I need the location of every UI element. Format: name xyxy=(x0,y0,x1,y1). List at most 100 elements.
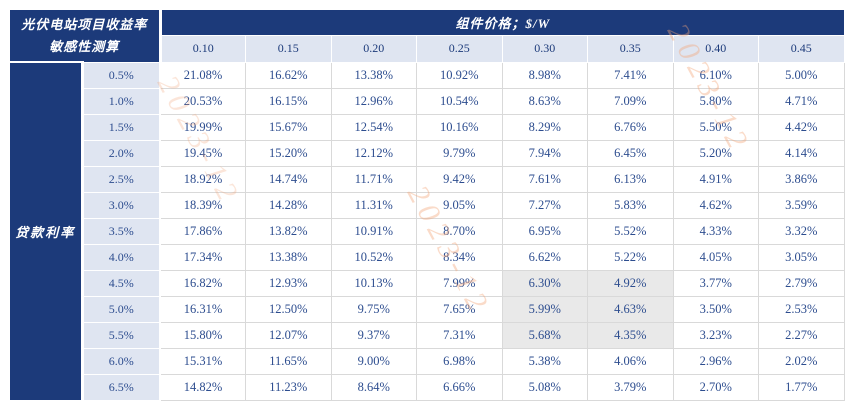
cell-2.5%-0.40: 4.91% xyxy=(672,165,760,193)
cell-1.5%-0.15: 15.67% xyxy=(245,113,332,141)
cell-5.0%-0.30: 5.99% xyxy=(501,295,589,323)
cell-5.0%-0.35: 4.63% xyxy=(587,295,674,323)
table-row: 贷款利率 0.5% 21.08% 16.62% 13.38% 10.92% 8.98% 7.4… xyxy=(10,61,845,400)
cell-4.5%-0.25: 7.99% xyxy=(416,269,503,297)
col-header-0.15: 0.15 xyxy=(245,34,332,63)
cell-2.0%-0.45: 4.14% xyxy=(758,139,845,167)
table-corner-title: 光伏电站项目收益率 敏感性测算 xyxy=(10,10,162,62)
cell-5.0%-0.25: 7.65% xyxy=(416,295,503,323)
table-body: 贷款利率 0.5% 21.08% 16.62% 13.38% 10.92% 8.98% 7.4… xyxy=(10,61,845,401)
cell-5.5%-0.35: 4.35% xyxy=(587,321,674,349)
cell-3.5%-0.20: 10.91% xyxy=(330,217,418,245)
cell-0.5%-0.30: 8.98% xyxy=(501,61,589,89)
cell-3.5%-0.25: 8.70% xyxy=(416,217,503,245)
cell-5.5%-0.10: 15.80% xyxy=(159,321,247,349)
cell-4.5%-0.35: 4.92% xyxy=(587,269,674,297)
cell-4.5%-0.10: 16.82% xyxy=(159,269,247,297)
cell-4.5%-0.15: 12.93% xyxy=(245,269,332,297)
col-header-0.45: 0.45 xyxy=(758,34,845,63)
cell-2.0%-0.35: 6.45% xyxy=(587,139,674,167)
cell-0.5%-0.45: 5.00% xyxy=(758,61,845,89)
col-header-0.20: 0.20 xyxy=(330,34,418,63)
cell-3.0%-0.20: 11.31% xyxy=(330,191,418,219)
table-row: 1.0% 20.53% 16.15% 12.96% 10.54% 8.63% 7.09% 5.… xyxy=(10,87,845,115)
cell-3.0%-0.30: 7.27% xyxy=(501,191,589,219)
cell-5.0%-0.10: 16.31% xyxy=(159,295,247,323)
cell-1.0%-0.45: 4.71% xyxy=(758,87,845,115)
cell-2.0%-0.20: 12.12% xyxy=(330,139,418,167)
table-row: 6.0% 15.31% 11.65% 9.00% 6.98% 5.38% 4.06% 2.96… xyxy=(10,347,845,375)
cell-4.5%-0.45: 2.79% xyxy=(758,269,845,297)
cell-2.5%-0.45: 3.86% xyxy=(758,165,845,193)
cell-0.5%-0.15: 16.62% xyxy=(245,61,332,89)
cell-4.5%-0.20: 10.13% xyxy=(330,269,418,297)
cell-2.0%-0.10: 19.45% xyxy=(159,139,247,167)
row-header-1.0%: 1.0% xyxy=(81,87,162,115)
cell-5.0%-0.40: 3.50% xyxy=(672,295,760,323)
row-header-3.0%: 3.0% xyxy=(81,191,162,219)
cell-5.5%-0.25: 7.31% xyxy=(416,321,503,349)
col-header-0.30: 0.30 xyxy=(501,34,589,63)
cell-3.5%-0.10: 17.86% xyxy=(159,217,247,245)
table-row: 1.5% 19.99% 15.67% 12.54% 10.16% 8.29% 6.76% 5.… xyxy=(10,113,845,141)
row-header-0.5%: 0.5% xyxy=(81,61,162,89)
cell-6.0%-0.20: 9.00% xyxy=(330,347,418,375)
cell-6.0%-0.40: 2.96% xyxy=(672,347,760,375)
cell-5.0%-0.45: 2.53% xyxy=(758,295,845,323)
cell-5.0%-0.15: 12.50% xyxy=(245,295,332,323)
cell-4.0%-0.35: 5.22% xyxy=(587,243,674,271)
row-header-5.5%: 5.5% xyxy=(81,321,162,349)
cell-5.5%-0.45: 2.27% xyxy=(758,321,845,349)
col-header-0.10: 0.10 xyxy=(159,34,247,63)
cell-3.0%-0.25: 9.05% xyxy=(416,191,503,219)
cell-6.5%-0.40: 2.70% xyxy=(672,373,760,401)
table-row: 2.5% 18.92% 14.74% 11.71% 9.42% 7.61% 6.13% 4.9… xyxy=(10,165,845,193)
cell-4.0%-0.40: 4.05% xyxy=(672,243,760,271)
cell-6.5%-0.35: 3.79% xyxy=(587,373,674,401)
cell-3.5%-0.35: 5.52% xyxy=(587,217,674,245)
cell-6.0%-0.30: 5.38% xyxy=(501,347,589,375)
corner-title-line2: 敏感性测算 xyxy=(49,38,120,54)
table-row: 5.0% 16.31% 12.50% 9.75% 7.65% 5.99% 4.63% 3.50… xyxy=(10,295,845,323)
cell-3.0%-0.45: 3.59% xyxy=(758,191,845,219)
row-header-6.5%: 6.5% xyxy=(81,373,162,401)
cell-1.5%-0.10: 19.99% xyxy=(159,113,247,141)
cell-2.5%-0.15: 14.74% xyxy=(245,165,332,193)
cell-3.5%-0.40: 4.33% xyxy=(672,217,760,245)
cell-5.5%-0.15: 12.07% xyxy=(245,321,332,349)
cell-3.5%-0.15: 13.82% xyxy=(245,217,332,245)
cell-5.5%-0.40: 3.23% xyxy=(672,321,760,349)
row-header-2.5%: 2.5% xyxy=(81,165,162,193)
table-row: 2.0% 19.45% 15.20% 12.12% 9.79% 7.94% 6.45% 5.2… xyxy=(10,139,845,167)
col-header-0.35: 0.35 xyxy=(587,34,674,63)
cell-4.0%-0.20: 10.52% xyxy=(330,243,418,271)
cell-6.0%-0.45: 2.02% xyxy=(758,347,845,375)
cell-6.0%-0.10: 15.31% xyxy=(159,347,247,375)
table-row: 3.0% 18.39% 14.28% 11.31% 9.05% 7.27% 5.83% 4.6… xyxy=(10,191,845,219)
cell-4.5%-0.30: 6.30% xyxy=(501,269,589,297)
table-row: 6.5% 14.82% 11.23% 8.64% 6.66% 5.08% 3.79% 2.70… xyxy=(10,373,845,401)
col-header-0.25: 0.25 xyxy=(416,34,503,63)
cell-2.0%-0.15: 15.20% xyxy=(245,139,332,167)
row-header-6.0%: 6.0% xyxy=(81,347,162,375)
cell-1.5%-0.35: 6.76% xyxy=(587,113,674,141)
cell-0.5%-0.40: 6.10% xyxy=(672,61,760,89)
cell-3.0%-0.15: 14.28% xyxy=(245,191,332,219)
cell-1.0%-0.40: 5.80% xyxy=(672,87,760,115)
cell-1.5%-0.30: 8.29% xyxy=(501,113,589,141)
cell-6.0%-0.15: 11.65% xyxy=(245,347,332,375)
cell-6.5%-0.10: 14.82% xyxy=(159,373,247,401)
cell-0.5%-0.35: 7.41% xyxy=(587,61,674,89)
cell-3.0%-0.35: 5.83% xyxy=(587,191,674,219)
cell-2.5%-0.35: 6.13% xyxy=(587,165,674,193)
cell-6.0%-0.35: 4.06% xyxy=(587,347,674,375)
cell-3.0%-0.10: 18.39% xyxy=(159,191,247,219)
cell-6.5%-0.20: 8.64% xyxy=(330,373,418,401)
cell-1.5%-0.20: 12.54% xyxy=(330,113,418,141)
cell-1.5%-0.40: 5.50% xyxy=(672,113,760,141)
cell-2.0%-0.40: 5.20% xyxy=(672,139,760,167)
cell-0.5%-0.25: 10.92% xyxy=(416,61,503,89)
cell-1.0%-0.25: 10.54% xyxy=(416,87,503,115)
table-row: 3.5% 17.86% 13.82% 10.91% 8.70% 6.95% 5.52% 4.3… xyxy=(10,217,845,245)
corner-title-line1: 光伏电站项目收益率 xyxy=(21,17,148,33)
